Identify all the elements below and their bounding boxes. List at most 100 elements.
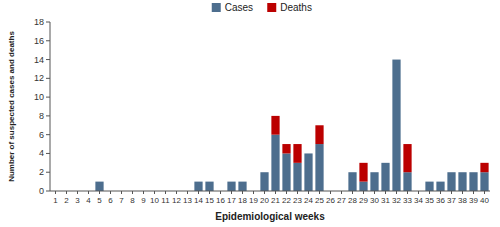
x-tick [154, 191, 155, 194]
bar [271, 116, 279, 135]
x-tick [55, 191, 56, 194]
y-tick [46, 78, 50, 79]
bar [238, 181, 246, 182]
bar [293, 163, 301, 191]
x-tick-label: 34 [414, 196, 423, 205]
legend: CasesDeaths [212, 2, 312, 13]
bar [458, 172, 466, 191]
x-tick [198, 191, 199, 194]
x-tick-label: 40 [480, 196, 489, 205]
bar [370, 172, 378, 173]
y-tick [46, 115, 50, 116]
y-tick-label: 10 [34, 92, 44, 102]
bar [205, 181, 213, 182]
x-tick-label: 38 [458, 196, 467, 205]
x-tick [209, 191, 210, 194]
legend-label: Deaths [280, 2, 312, 13]
legend-swatch [267, 3, 276, 12]
bar [447, 172, 455, 173]
y-tick [46, 134, 50, 135]
x-tick-label: 33 [403, 196, 412, 205]
y-tick [46, 40, 50, 41]
bar [293, 144, 301, 163]
y-tick-label: 6 [39, 130, 44, 140]
x-tick [275, 191, 276, 194]
bar [436, 182, 444, 191]
y-tick-label: 2 [39, 167, 44, 177]
bar [403, 144, 411, 172]
x-axis-label: Epidemiological weeks [215, 211, 325, 222]
x-tick-label: 19 [249, 196, 258, 205]
x-tick-label: 4 [86, 196, 91, 205]
x-tick-label: 10 [150, 196, 159, 205]
x-tick-label: 17 [227, 196, 236, 205]
x-tick-label: 13 [183, 196, 192, 205]
bar [436, 181, 444, 182]
x-tick [220, 191, 221, 194]
bar [348, 172, 356, 173]
x-tick [374, 191, 375, 194]
y-tick [46, 59, 50, 60]
x-tick [110, 191, 111, 194]
x-tick-label: 26 [326, 196, 335, 205]
x-tick [462, 191, 463, 194]
y-tick [46, 172, 50, 173]
x-tick-label: 6 [108, 196, 113, 205]
x-tick [352, 191, 353, 194]
x-tick [473, 191, 474, 194]
x-tick-label: 25 [315, 196, 324, 205]
bar [480, 172, 488, 191]
bar [304, 153, 312, 154]
x-tick-label: 36 [436, 196, 445, 205]
y-tick [46, 22, 50, 23]
x-tick-label: 37 [447, 196, 456, 205]
bar [469, 172, 477, 191]
x-tick [253, 191, 254, 194]
x-tick-label: 23 [293, 196, 302, 205]
x-tick [77, 191, 78, 194]
bar [480, 163, 488, 172]
x-tick-label: 1 [53, 196, 58, 205]
x-tick [88, 191, 89, 194]
y-axis [50, 22, 51, 191]
bar [447, 172, 455, 191]
x-tick [385, 191, 386, 194]
x-tick [341, 191, 342, 194]
x-tick-label: 29 [359, 196, 368, 205]
x-tick [132, 191, 133, 194]
bar [271, 135, 279, 191]
x-tick [429, 191, 430, 194]
y-tick-label: 0 [39, 186, 44, 196]
bar [403, 172, 411, 191]
bar [227, 182, 235, 191]
bar [282, 144, 290, 153]
bar [381, 162, 389, 163]
x-tick-label: 28 [348, 196, 357, 205]
x-tick-label: 5 [97, 196, 102, 205]
x-tick [264, 191, 265, 194]
x-tick-label: 3 [75, 196, 80, 205]
bar [238, 182, 246, 191]
x-tick [242, 191, 243, 194]
bar [392, 59, 400, 60]
x-tick-label: 27 [337, 196, 346, 205]
bar [359, 163, 367, 182]
y-tick [46, 153, 50, 154]
y-tick-label: 12 [34, 73, 44, 83]
bar [425, 182, 433, 191]
y-axis-label: Number of suspected cases and deaths [7, 31, 16, 182]
x-tick-label: 7 [119, 196, 124, 205]
y-tick-label: 18 [34, 17, 44, 27]
x-tick [407, 191, 408, 194]
x-tick [286, 191, 287, 194]
y-tick [46, 191, 50, 192]
x-tick-label: 12 [172, 196, 181, 205]
x-tick [451, 191, 452, 194]
x-tick [297, 191, 298, 194]
x-tick-label: 31 [381, 196, 390, 205]
x-tick [396, 191, 397, 194]
x-tick-label: 39 [469, 196, 478, 205]
y-tick [46, 97, 50, 98]
x-tick-label: 30 [370, 196, 379, 205]
x-tick [418, 191, 419, 194]
